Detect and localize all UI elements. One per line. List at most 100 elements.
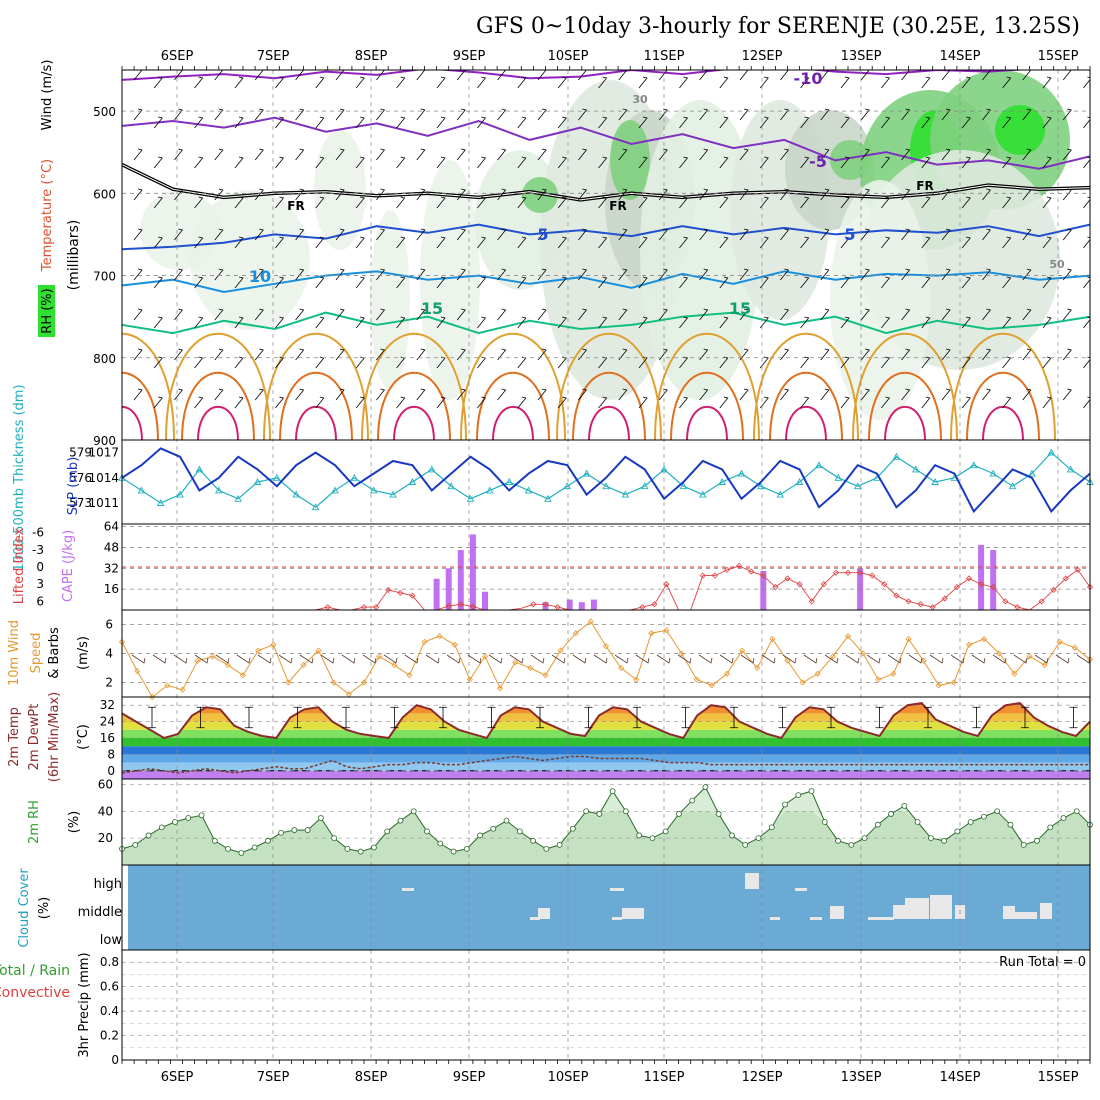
min-max-bar [196, 706, 205, 729]
wind-barb [618, 70, 628, 81]
wind-barb [921, 156, 931, 169]
precip-tick-label: 0.6 [100, 980, 119, 994]
wind-barb [133, 228, 143, 241]
thickness-marker [757, 482, 765, 490]
surface-wind-barb [761, 654, 776, 664]
thickness-marker [931, 478, 939, 485]
contour-label: 5 [844, 225, 855, 244]
cloud-bar [622, 908, 644, 919]
wind-barb [739, 348, 749, 361]
wind-barb [295, 268, 305, 281]
wind-barb [860, 148, 870, 161]
wind-barb [820, 388, 830, 401]
wind-speed-marker [270, 641, 277, 648]
thickness-marker [253, 478, 262, 485]
wind-barb [679, 196, 689, 209]
wind-barb [638, 196, 648, 209]
rh-marker [410, 808, 417, 815]
wind-speed-marker [799, 679, 806, 686]
upper-air-fills [122, 70, 1090, 440]
thickness-marker [621, 490, 630, 498]
wind-axis-label-c: & Barbs [47, 627, 62, 679]
wind-barb [921, 316, 931, 329]
cloud-bar [893, 905, 905, 919]
min-max-bar [342, 706, 350, 729]
wind-barb [537, 108, 547, 121]
wind-barb [234, 396, 244, 409]
wind-barb [780, 308, 790, 321]
wind-barb [194, 316, 204, 329]
top-date-label: 7SEP [257, 49, 290, 64]
rh-shading [190, 190, 310, 330]
wind-barb [396, 156, 406, 169]
thickness-marker [447, 482, 455, 490]
wind-barb [355, 316, 365, 329]
wind-barb [1022, 228, 1032, 241]
wind-barb [638, 76, 648, 89]
isotherm-15 [122, 311, 1090, 335]
wind-barb [396, 396, 406, 409]
wind-barb [376, 268, 386, 281]
rh-marker [211, 837, 218, 844]
wind-barb [901, 228, 911, 241]
rh-marker [397, 817, 404, 824]
wind-barb [315, 156, 325, 169]
wind-barb [780, 228, 790, 241]
rh-marker [622, 808, 629, 815]
wind-barb [598, 116, 608, 129]
cape-bar [566, 599, 573, 610]
wind-barb [153, 276, 163, 289]
wind-barb [557, 356, 567, 369]
wind-barb [557, 276, 567, 289]
wind-barb [638, 396, 648, 409]
bottom-date-label: 7SEP [257, 1070, 290, 1085]
li-tick-label: -3 [32, 543, 44, 557]
temperature-contour [556, 332, 662, 440]
wind-barb [901, 308, 911, 321]
temperature-band [122, 721, 1090, 730]
wind-barb [416, 188, 426, 201]
thickness-marker [582, 469, 591, 477]
li-marker [978, 581, 985, 588]
contour-label: 50 [1049, 258, 1065, 271]
wind-barb [598, 76, 608, 89]
cloud-tick-label: middle [78, 905, 122, 920]
wind-barb [578, 148, 588, 161]
cape-bar [469, 534, 476, 610]
wind-barb [497, 108, 507, 121]
wind-barb [1002, 396, 1012, 409]
wind-barb [153, 116, 163, 129]
thickness-tick-label: 579 [69, 446, 92, 460]
li-tick-label: 3 [36, 577, 44, 591]
cape-bar [590, 599, 597, 610]
wind-barb [295, 188, 305, 201]
wind-barb [295, 348, 305, 361]
surface-wind-barb [593, 654, 608, 664]
wind-barb [618, 108, 628, 121]
wind-barb [517, 356, 527, 369]
wind-barb [840, 236, 850, 249]
wind-barb [1002, 156, 1012, 169]
rh-marker [185, 815, 192, 821]
wind-barb [1062, 188, 1072, 201]
wind-barb [941, 308, 951, 321]
temperature-contour [492, 405, 534, 440]
surface-wind-barb [299, 654, 314, 664]
contour-label: -5 [809, 152, 827, 171]
li-marker [857, 569, 864, 576]
wind-barb [759, 196, 769, 209]
wind-barb [658, 228, 668, 241]
temperature-band [122, 738, 1090, 747]
wind-barb [254, 388, 264, 401]
wind-barb [901, 108, 911, 121]
wind-barb [436, 236, 446, 249]
wind-barb [497, 268, 507, 281]
slp-tick-label: 1014 [88, 471, 119, 485]
wind-barb [234, 316, 244, 329]
cape-bar [457, 550, 464, 610]
wind-barb [699, 268, 709, 281]
temperature-tick-label: 32 [100, 698, 115, 712]
temperature-contour [476, 371, 550, 440]
temperature-contour [769, 371, 843, 440]
isotherm-10 [122, 270, 1090, 294]
